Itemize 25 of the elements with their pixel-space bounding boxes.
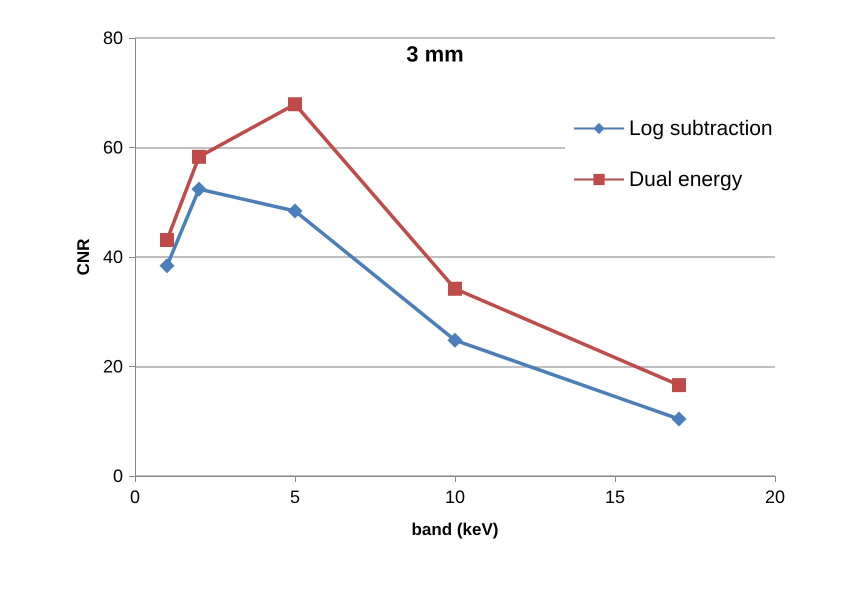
point [160,258,174,274]
y-axis-title: CNR [74,238,94,276]
x-tick-label: 15 [604,487,626,507]
x-tick-label: 0 [130,487,140,507]
legend-label: Log subtraction [629,117,773,140]
legend-label: Dual energy [629,168,743,191]
y-tick-label: 0 [112,466,123,486]
x-tick-label: 5 [290,487,300,507]
x-tick-label: 20 [764,487,786,507]
point [192,150,206,164]
y-tick-label: 60 [102,138,123,158]
x-tick-label: 10 [444,487,466,507]
y-tick-label: 80 [102,28,123,48]
y-tick-label: 40 [102,247,123,267]
chart-title: 3 mm [406,42,464,66]
y-tick-label: 20 [102,356,123,376]
point [288,97,302,112]
point [448,332,462,348]
x-axis-title: band (keV) [412,520,498,539]
point [448,282,462,296]
point [192,182,206,197]
point [672,412,686,427]
point [672,378,686,392]
point [160,233,174,248]
point [288,204,302,219]
